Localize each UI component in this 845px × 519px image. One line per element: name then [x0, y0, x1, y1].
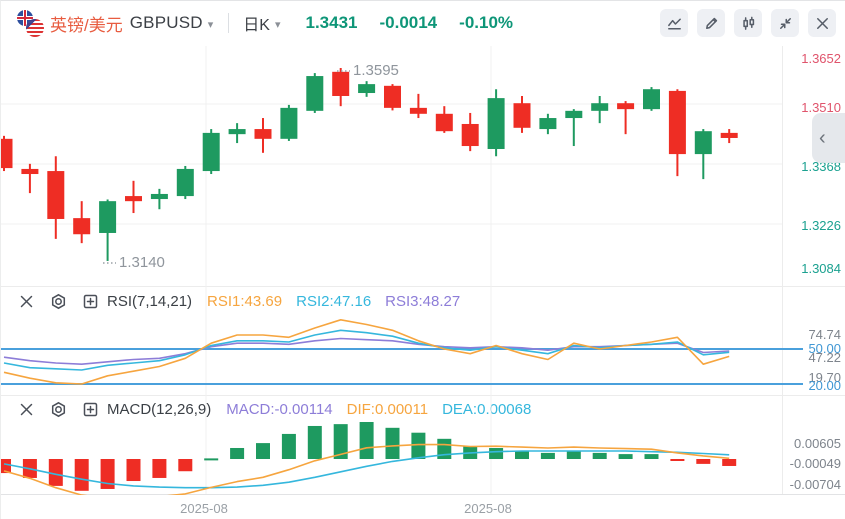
- sidebar-collapse-tab[interactable]: ‹: [812, 113, 845, 163]
- instrument-flag-icon: [16, 8, 46, 38]
- price-change-pct: -0.10%: [459, 13, 514, 32]
- separator-macd-axis: [1, 494, 845, 495]
- macd-settings-icon[interactable]: [50, 401, 67, 418]
- macd-maximize-icon[interactable]: [82, 401, 99, 418]
- chart-header: 英镑/美元 GBPUSD ▾ 日K ▾ 1.3431 -0.0014 -0.10…: [1, 1, 845, 45]
- rsi-settings-icon[interactable]: [50, 293, 67, 310]
- price-annotation: 1.3595: [353, 62, 399, 79]
- area-chart-icon: [667, 17, 681, 29]
- rsi-remove-button[interactable]: [18, 293, 35, 310]
- candle-type-button[interactable]: [734, 9, 762, 37]
- dif-value: DIF:0.00011: [346, 400, 429, 418]
- close-chart-button[interactable]: [808, 9, 836, 37]
- header-divider: [228, 13, 230, 33]
- chart-toolbar: [660, 9, 836, 37]
- price-axis-label: 1.3652: [801, 51, 841, 66]
- rsi-axis-label: 74.74: [808, 327, 841, 342]
- symbol-selector[interactable]: GBPUSD: [129, 13, 203, 32]
- pair-name-cn: 英镑/美元: [50, 15, 123, 35]
- price-change: -0.0014: [379, 13, 438, 32]
- rsi-axis-label: 50.00: [808, 341, 841, 356]
- macd-indicator-name: MACD(12,26,9): [107, 400, 212, 418]
- draw-tools-button[interactable]: [697, 9, 725, 37]
- dea-value: DEA:0.00068: [442, 400, 532, 418]
- macd-axis-label: -0.00704: [789, 477, 841, 492]
- time-axis-label: 2025-08: [464, 501, 512, 516]
- candlestick-icon: [742, 16, 754, 30]
- macd-remove-button[interactable]: [18, 401, 35, 418]
- macd-axis-label: -0.00049: [789, 456, 841, 471]
- rsi-axis-label: 19.70: [808, 370, 841, 385]
- chart-style-button[interactable]: [660, 9, 688, 37]
- separator-rsi-macd: [1, 395, 845, 396]
- last-price: 1.3431: [305, 13, 358, 32]
- rsi1-value: RSI1:43.69: [207, 292, 283, 310]
- separator-main-rsi: [1, 286, 845, 287]
- rsi-axis-label: 47.22: [808, 350, 841, 365]
- pencil-icon: [705, 17, 717, 29]
- price-axis-label: 1.3084: [801, 261, 841, 276]
- us-flag-icon: [26, 19, 44, 37]
- quote-block: 1.3431 -0.0014 -0.10%: [305, 13, 513, 33]
- interval-caret-icon[interactable]: ▾: [274, 18, 281, 31]
- collapse-chart-button[interactable]: [771, 9, 799, 37]
- rsi2-value: RSI2:47.16: [296, 292, 372, 310]
- chevron-left-icon: ‹: [819, 126, 826, 149]
- price-axis-label: 1.3510: [801, 100, 841, 115]
- rsi-header: RSI(7,14,21) RSI1:43.69 RSI2:47.16 RSI3:…: [1, 288, 781, 314]
- rsi-indicator-name: RSI(7,14,21): [107, 292, 193, 310]
- close-icon: [816, 17, 828, 29]
- rsi3-value: RSI3:48.27: [385, 292, 461, 310]
- rsi-axis-label: 20.00: [808, 378, 841, 393]
- macd-header: MACD(12,26,9) MACD:-0.00114 DIF:0.00011 …: [1, 396, 781, 422]
- rsi-maximize-icon[interactable]: [82, 293, 99, 310]
- interval-selector[interactable]: 日K: [243, 17, 270, 34]
- macd-value: MACD:-0.00114: [226, 400, 333, 418]
- collapse-arrows-icon: [779, 17, 791, 29]
- price-axis-label: 1.3226: [801, 218, 841, 233]
- price-annotation: 1.3140: [119, 254, 165, 271]
- symbol-caret-icon[interactable]: ▾: [207, 18, 214, 31]
- macd-axis-label: 0.00605: [794, 436, 841, 451]
- time-axis-label: 2025-08: [180, 501, 228, 516]
